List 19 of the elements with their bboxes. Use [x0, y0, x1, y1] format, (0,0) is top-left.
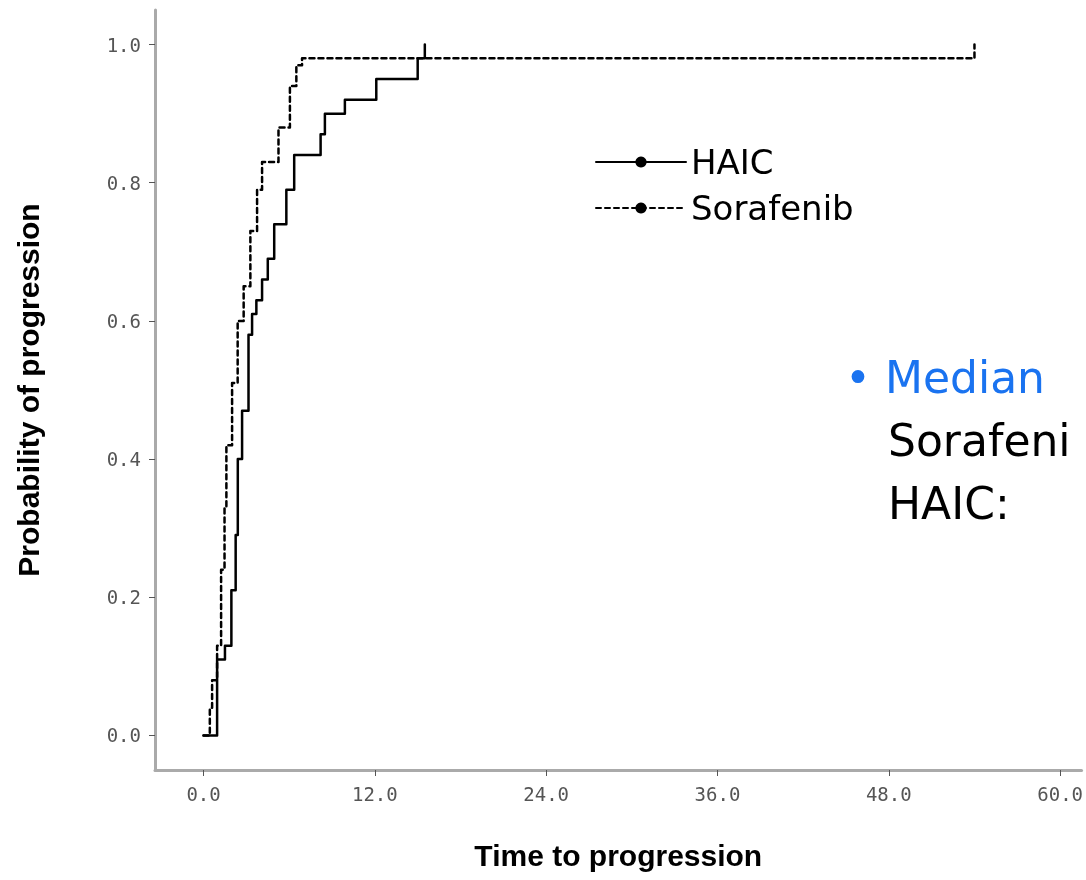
x-tick-label: 24.0 [523, 782, 570, 805]
y-tick-label: 0.2 [106, 586, 141, 609]
x-tick-label: 0.0 [186, 782, 221, 805]
annotation: • Median [845, 351, 1045, 403]
x-tick-label: 12.0 [351, 782, 398, 805]
annotation: HAIC: [888, 477, 1010, 529]
legend-label: HAIC [691, 142, 774, 182]
y-tick-label: 1.0 [106, 33, 141, 56]
x-axis-title: Time to progression [474, 838, 763, 872]
x-tick-label: 48.0 [865, 782, 912, 805]
y-axis-title: Probability of progression [11, 203, 45, 577]
x-tick-label: 36.0 [694, 782, 741, 805]
y-tick-label: 0.6 [106, 309, 141, 332]
x-tick-label: 60.0 [1037, 782, 1083, 805]
y-tick-label: 0.4 [106, 448, 141, 471]
y-tick-label: 0.0 [106, 724, 141, 747]
y-tick-label: 0.8 [106, 171, 141, 194]
annotation: Sorafeni [888, 414, 1071, 466]
legend-label: Sorafenib [691, 188, 854, 228]
